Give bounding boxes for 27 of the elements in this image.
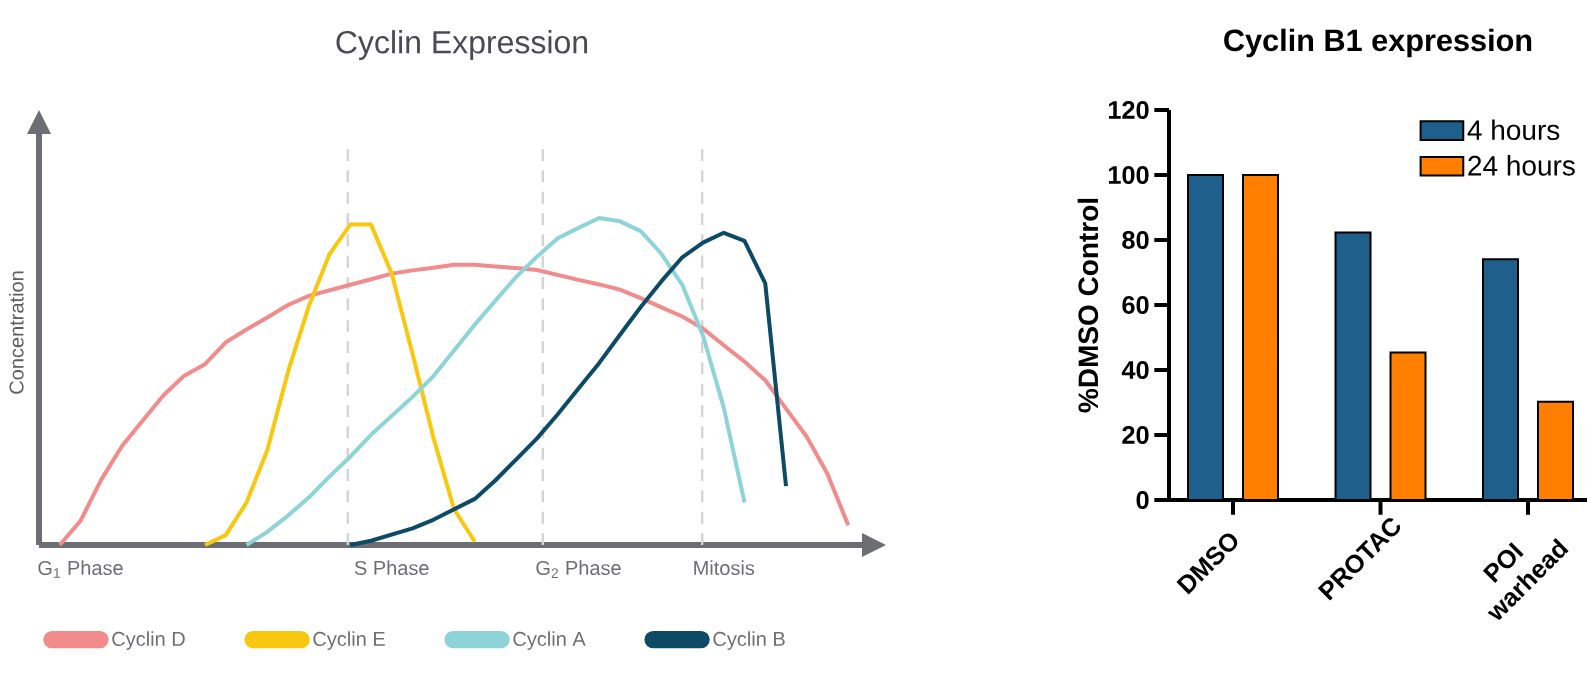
y-axis-title: Concentration [8, 271, 24, 394]
bar [1482, 258, 1520, 500]
y-tick-label: 60 [1122, 296, 1149, 314]
legend-label: Cyclin B [713, 631, 785, 650]
y-tick-label: 100 [1108, 166, 1149, 184]
x-tick-label: S Phase [354, 560, 429, 576]
y-tick-label: 20 [1122, 426, 1149, 444]
chart-title: Cyclin B1 expression [1224, 28, 1532, 58]
legend-label: 4 hours [1467, 119, 1560, 141]
x-tick-label: G$_{2}$ Phase [536, 560, 621, 579]
bar [1389, 351, 1427, 500]
y-tick-label: 80 [1122, 231, 1149, 249]
legend-label: Cyclin A [513, 631, 586, 650]
legend-label: Cyclin D [112, 631, 185, 650]
bar [1187, 173, 1225, 500]
bar [1242, 173, 1280, 500]
chart-title: Cyclin Expression [336, 30, 588, 60]
y-axis-title: %DMSO Control [1077, 198, 1099, 413]
x-tick-label: Mitosis [694, 560, 755, 576]
y-tick-label: 40 [1121, 361, 1149, 379]
bar [1537, 400, 1575, 500]
y-tick-label: 120 [1108, 101, 1149, 119]
bar [1334, 231, 1372, 500]
y-tick-label: 0 [1136, 491, 1149, 509]
legend-label: 24 hours [1468, 155, 1575, 176]
x-tick-label: G$_{1}$ Phase [38, 560, 123, 578]
legend-label: Cyclin E [313, 631, 385, 650]
